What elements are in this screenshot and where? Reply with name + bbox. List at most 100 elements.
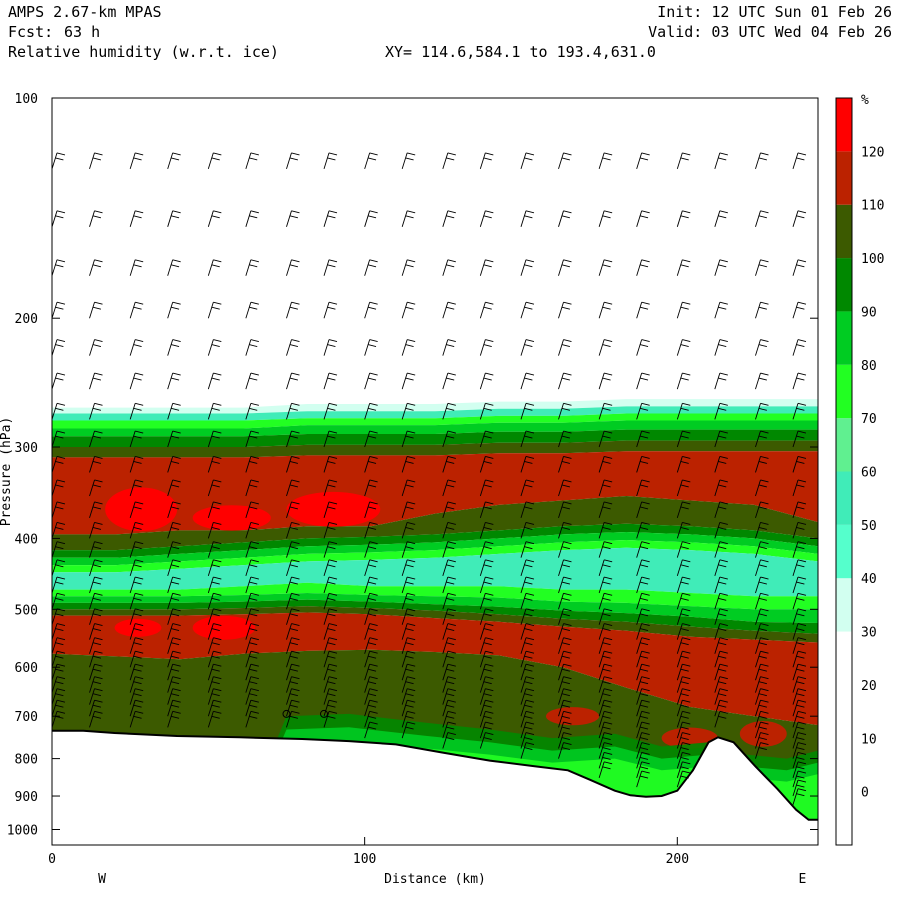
barb-flag [682, 761, 691, 765]
wind-barb [245, 688, 259, 705]
barb-staff [323, 152, 330, 170]
barb-staff [167, 522, 174, 539]
barb-flag [718, 344, 727, 348]
barb-flag [758, 546, 767, 550]
barb-flag [211, 344, 220, 348]
barb-staff [401, 372, 408, 390]
wind-barb [676, 623, 691, 640]
barb-flag [797, 751, 807, 755]
barb-flag [327, 157, 336, 161]
wind-barb [676, 339, 691, 356]
barb-flag [135, 479, 144, 483]
barb-flag [249, 344, 258, 348]
barb-flag [760, 699, 769, 703]
barb-flag [718, 597, 727, 601]
barb-staff [207, 302, 214, 319]
barb-staff [755, 688, 761, 705]
wind-barb [442, 710, 456, 728]
barb-flag [485, 521, 494, 525]
barb-flag [718, 526, 727, 530]
barb-staff [479, 623, 486, 640]
barb-flag [135, 559, 144, 563]
barb-flag [407, 663, 416, 667]
x-tick-label: 0 [48, 852, 56, 867]
wind-barb [442, 688, 456, 705]
barb-flag [524, 526, 533, 530]
wind-barb [520, 699, 535, 717]
barb-flag [447, 456, 456, 459]
barb-flag [563, 402, 572, 406]
barb-flag [405, 693, 414, 697]
barb-staff [636, 700, 643, 717]
barb-flag [446, 628, 455, 632]
barb-staff [89, 479, 95, 497]
barb-staff [755, 339, 761, 356]
barb-flag [249, 506, 258, 510]
barb-staff [129, 664, 136, 681]
wind-barb [442, 152, 456, 170]
barb-flag [485, 82, 493, 84]
barb-flag [56, 210, 66, 214]
barb-staff [402, 98, 403, 99]
wind-barb [558, 592, 572, 610]
barb-flag [797, 501, 807, 505]
wind-barb [323, 559, 338, 576]
barb-staff [286, 700, 292, 717]
barb-flag [249, 461, 258, 464]
barb-flag [561, 693, 571, 697]
barb-staff [167, 210, 174, 227]
barb-flag [682, 742, 691, 746]
barb-staff [52, 403, 58, 420]
barb-flag [525, 430, 535, 434]
wind-barb [167, 98, 169, 99]
wind-barb [636, 259, 650, 276]
barb-flag [94, 501, 103, 505]
barb-flag [641, 430, 650, 434]
barb-flag [760, 430, 769, 434]
barb-flag [367, 581, 377, 585]
wind-barb [479, 699, 494, 717]
wind-barb [52, 501, 66, 519]
barb-flag [369, 699, 378, 703]
barb-staff [401, 700, 408, 717]
barb-staff [676, 559, 683, 576]
wind-barb [89, 663, 103, 681]
barb-flag [213, 82, 221, 84]
wind-barb [401, 721, 416, 739]
barb-flag [524, 407, 533, 411]
wind-barb [676, 688, 691, 705]
barb-flag [249, 377, 258, 381]
barb-flag [447, 339, 456, 343]
wind-barb [792, 576, 807, 594]
barb-staff [755, 576, 761, 594]
wind-barb [479, 210, 494, 227]
barb-staff [676, 752, 683, 769]
barb-staff [245, 403, 252, 420]
barb-staff [676, 541, 683, 558]
barb-flag [211, 715, 220, 719]
barb-flag [561, 715, 571, 719]
barb-flag [797, 210, 807, 214]
barb-flag [525, 663, 535, 667]
wind-barb [714, 608, 728, 625]
barb-staff [167, 501, 174, 519]
barb-flag [641, 501, 650, 505]
wind-barb [676, 576, 691, 594]
wind-barb [558, 608, 572, 625]
barb-staff [364, 711, 371, 728]
barb-flag [405, 564, 414, 568]
wind-barb [286, 301, 300, 319]
wind-barb [520, 637, 535, 654]
barb-staff [676, 688, 683, 705]
barb-flag [367, 693, 377, 697]
barb-flag [447, 430, 456, 434]
barb-flag [250, 688, 259, 692]
barb-flag [405, 681, 414, 685]
wind-barb [792, 479, 807, 497]
barb-flag [407, 623, 416, 627]
barb-flag [561, 737, 571, 740]
barb-flag [718, 461, 727, 464]
wind-barb [364, 559, 378, 576]
barb-staff [714, 372, 721, 390]
barb-flag [604, 608, 613, 612]
